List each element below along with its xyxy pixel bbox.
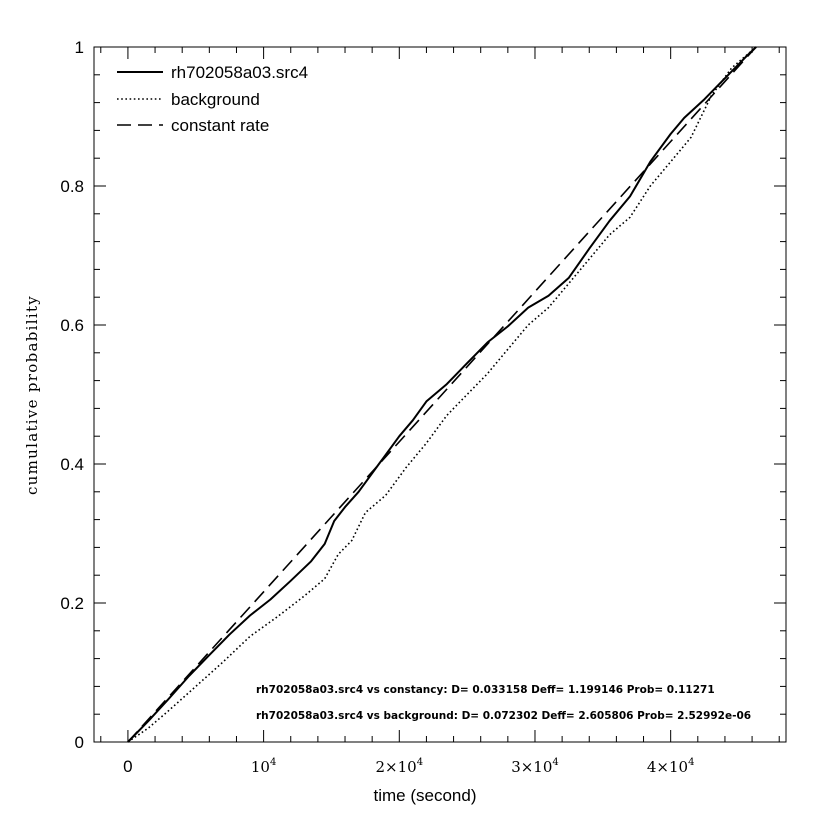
y-tick-label: 0.6 — [60, 316, 84, 335]
x-tick-label: 0 — [123, 757, 132, 776]
y-tick-label: 0.4 — [60, 455, 84, 474]
legend: rh702058a03.src4 background constant rat… — [117, 63, 308, 135]
axis-ticks — [94, 46, 786, 743]
series-line-solid — [127, 46, 757, 743]
y-tick-label: 0.8 — [60, 177, 84, 196]
x-tick-label: 104 — [251, 757, 276, 776]
x-tick-label: 4×104 — [647, 757, 695, 776]
annotation-constancy: rh702058a03.src4 vs constancy: D= 0.0331… — [256, 684, 715, 696]
annotation-background: rh702058a03.src4 vs background: D= 0.072… — [256, 710, 751, 722]
tick-labels: 0 0.2 0.4 0.6 0.8 1 0 104 2×104 3×104 4×104 — [60, 38, 694, 776]
y-tick-label: 1 — [75, 38, 84, 57]
y-axis-label: cumulative probability — [23, 295, 41, 495]
y-tick-label: 0 — [75, 733, 84, 752]
x-tick-label: 3×104 — [511, 757, 559, 776]
x-axis-label: time (second) — [374, 786, 477, 805]
legend-label-constant: constant rate — [171, 116, 269, 135]
plot-frame — [93, 46, 787, 743]
legend-label-source: rh702058a03.src4 — [171, 63, 308, 82]
legend-label-background: background — [171, 90, 260, 109]
series-line-dashed — [127, 46, 757, 743]
series-layer — [127, 46, 757, 743]
series-line-dotted — [127, 46, 757, 743]
x-tick-label: 2×104 — [376, 757, 424, 776]
y-tick-label: 0.2 — [60, 594, 84, 613]
